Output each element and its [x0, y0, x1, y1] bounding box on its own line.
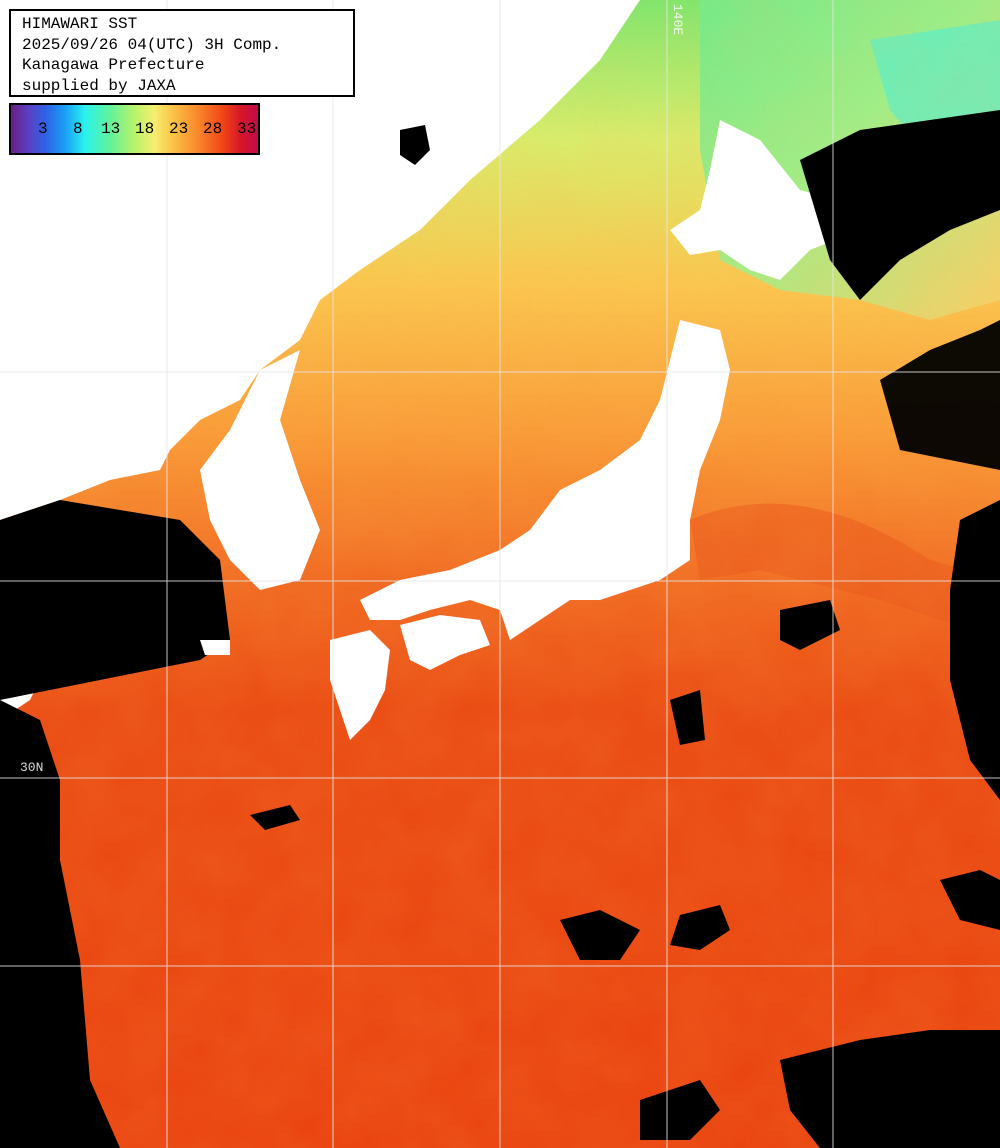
title-box: HIMAWARI SST 2025/09/26 04(UTC) 3H Comp.…	[9, 9, 355, 97]
hokkaido	[670, 120, 860, 280]
provider-org: Kanagawa Prefecture	[22, 56, 205, 74]
cloud-mask	[0, 110, 1000, 1148]
colorbar-ticks: 3 8 13 18 23 28 33	[11, 105, 258, 153]
colorbar-tick: 13	[101, 120, 121, 138]
lat-label-30n: 30N	[20, 760, 44, 775]
colorbar-tick: 3	[38, 120, 48, 138]
korean-peninsula	[200, 350, 320, 590]
colorbar-tick: 8	[73, 120, 83, 138]
shikoku	[400, 615, 490, 670]
temperature-colorbar: 3 8 13 18 23 28 33	[9, 103, 260, 155]
colorbar-tick: 28	[203, 120, 223, 138]
product-title: HIMAWARI SST	[22, 15, 138, 33]
honshu	[360, 320, 730, 640]
observation-time: 2025/09/26 04(UTC) 3H Comp.	[22, 35, 282, 54]
colorbar-tick: 18	[135, 120, 155, 138]
colorbar-tick: 23	[169, 120, 189, 138]
colorbar-tick: 33	[237, 120, 257, 138]
kyushu	[330, 630, 390, 740]
lon-label-140e: 140E	[670, 4, 685, 36]
data-source: supplied by JAXA	[22, 76, 176, 95]
lat-label-40n: 40N	[14, 354, 38, 369]
